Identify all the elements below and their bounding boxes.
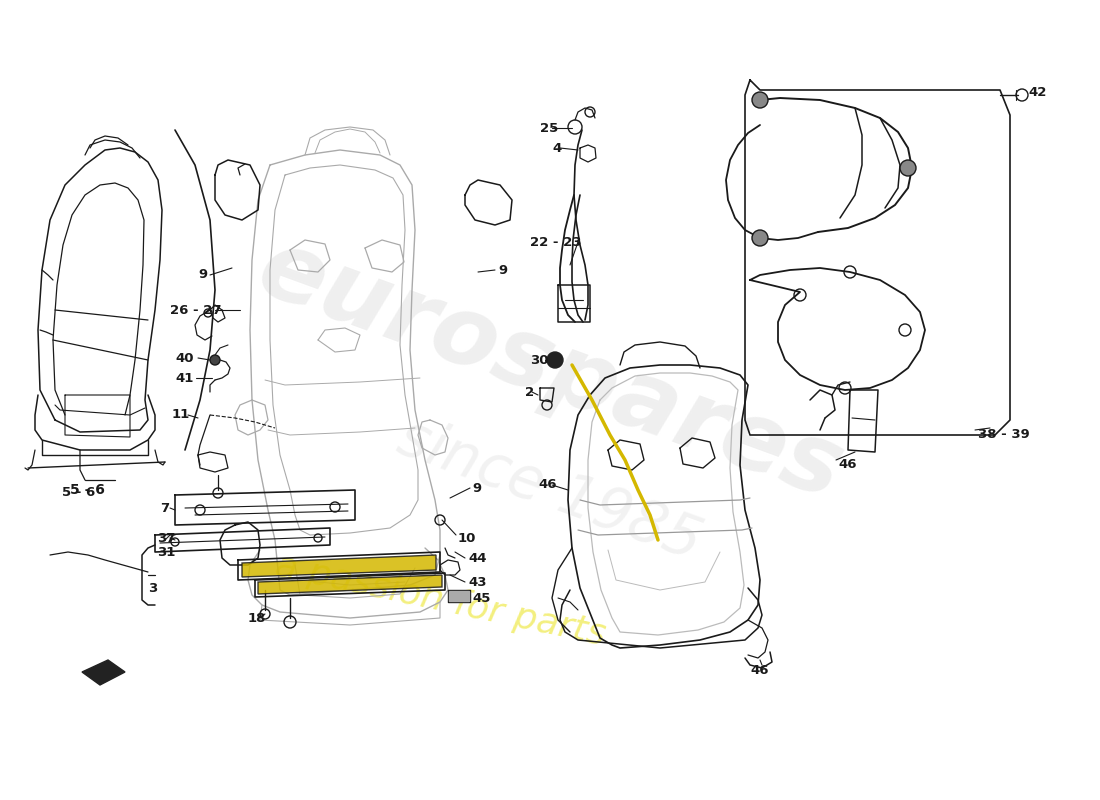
Polygon shape (258, 575, 442, 594)
Text: 30: 30 (530, 354, 549, 366)
Text: 5 - 6: 5 - 6 (70, 483, 104, 497)
Text: 9: 9 (498, 263, 507, 277)
Text: 10: 10 (458, 531, 476, 545)
Text: 4: 4 (552, 142, 561, 154)
Text: 42: 42 (1028, 86, 1046, 98)
Text: 31: 31 (157, 546, 175, 558)
Text: 46: 46 (838, 458, 857, 471)
Text: 40: 40 (175, 351, 194, 365)
Polygon shape (449, 591, 469, 601)
Text: 9: 9 (198, 269, 207, 282)
Text: 45: 45 (472, 591, 491, 605)
Text: 26 - 27: 26 - 27 (170, 303, 221, 317)
Text: 5 - 6: 5 - 6 (62, 486, 96, 498)
Text: 9: 9 (472, 482, 481, 494)
Text: 25: 25 (540, 122, 558, 134)
Text: 44: 44 (468, 551, 486, 565)
Polygon shape (242, 555, 436, 577)
Text: 46: 46 (750, 663, 769, 677)
Text: 38 - 39: 38 - 39 (978, 429, 1030, 442)
Text: a passion for parts: a passion for parts (272, 548, 608, 652)
Circle shape (752, 230, 768, 246)
Text: since 1985: since 1985 (390, 409, 710, 571)
Text: 7: 7 (160, 502, 169, 514)
Polygon shape (82, 660, 125, 685)
Text: 18: 18 (248, 611, 266, 625)
Circle shape (210, 355, 220, 365)
Text: 3: 3 (148, 582, 157, 594)
Text: eurospares: eurospares (245, 221, 855, 519)
Text: 11: 11 (172, 409, 190, 422)
Text: 46: 46 (538, 478, 557, 491)
Text: 41: 41 (175, 371, 194, 385)
Text: 37: 37 (157, 531, 175, 545)
Text: 43: 43 (468, 575, 486, 589)
Text: 2: 2 (525, 386, 535, 398)
Circle shape (547, 352, 563, 368)
Text: 22 - 23: 22 - 23 (530, 235, 582, 249)
Circle shape (752, 92, 768, 108)
Circle shape (900, 160, 916, 176)
